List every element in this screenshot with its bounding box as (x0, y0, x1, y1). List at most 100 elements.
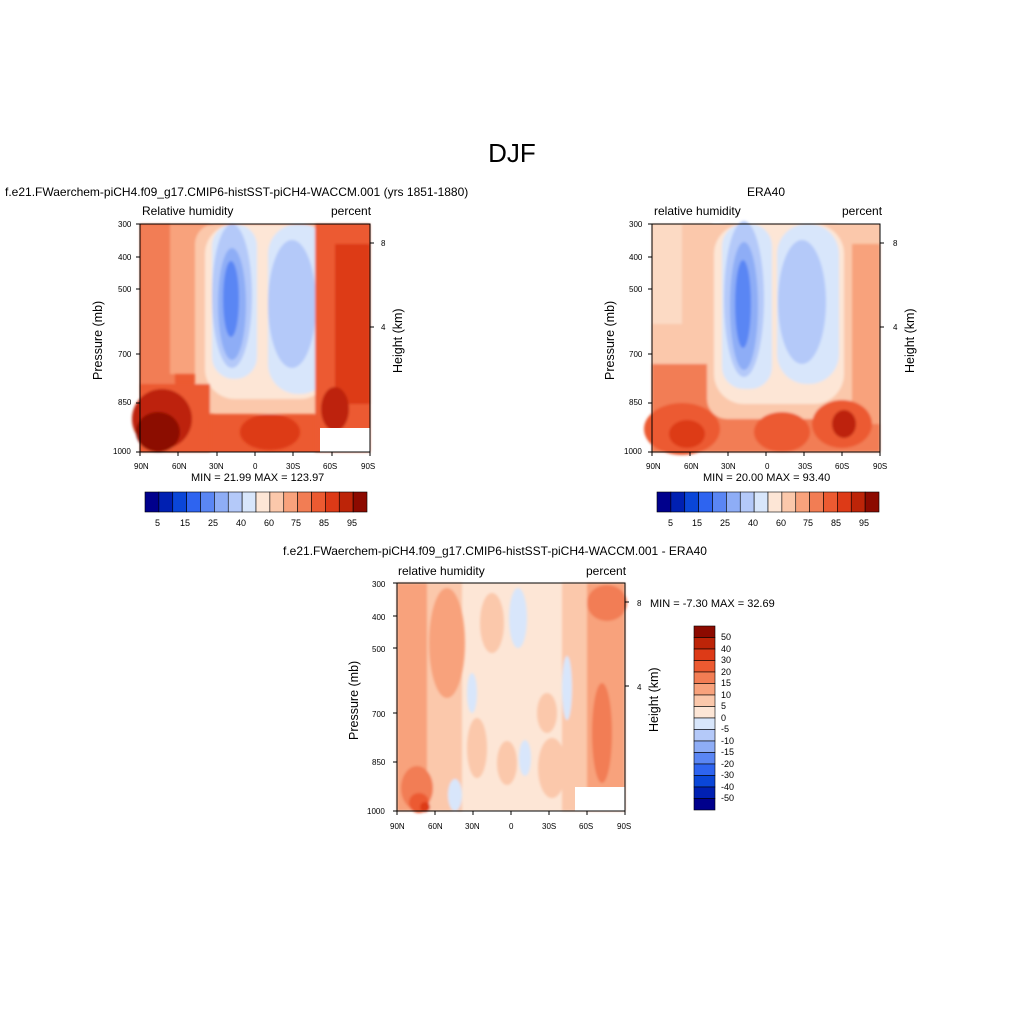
panel2-cb-label: 95 (859, 518, 870, 528)
panel1-contour (223, 261, 239, 337)
panel2-ytick-300: 300 (629, 220, 643, 229)
panel1-colorbar (144, 491, 368, 513)
colorbar-swatch (781, 491, 797, 513)
panel1-xtick-90n: 90N (134, 462, 149, 471)
panel1-xtick-90s: 90S (361, 462, 376, 471)
panel1-contour (335, 244, 370, 404)
panel3-contour (538, 738, 566, 798)
panel1-stats: MIN = 21.99 MAX = 123.97 (191, 472, 325, 484)
colorbar-swatch (311, 491, 326, 513)
panel1-cb-label: 85 (319, 518, 330, 528)
panel1-cb-label: 95 (347, 518, 358, 528)
panel3-cb-label: -20 (721, 759, 735, 769)
colorbar-swatch (255, 491, 271, 513)
panel2-xtick-30s: 30S (798, 462, 813, 471)
panel2-y2tick-4: 4 (893, 323, 898, 332)
colorbar-swatch (693, 660, 716, 673)
colorbar-swatch (670, 491, 686, 513)
panel1-xtick-30s: 30S (286, 462, 301, 471)
panel2-xtick-90s: 90S (873, 462, 888, 471)
colorbar-swatch (809, 491, 824, 513)
colorbar-swatch (767, 491, 783, 513)
colorbar-swatch (684, 491, 699, 513)
panel3-ytick-700: 700 (372, 710, 386, 719)
panel2-ylabel: Pressure (mb) (603, 300, 617, 380)
panel2-ytick-1000: 1000 (624, 447, 642, 456)
colorbar-swatch (698, 491, 713, 513)
panel3-contour (587, 585, 627, 621)
colorbar-swatch (693, 798, 716, 811)
panel3-y2tick-8: 8 (637, 599, 642, 608)
panel3-xtick-60s: 60S (579, 822, 594, 831)
panel3-contour (497, 741, 517, 785)
colorbar-swatch (823, 491, 838, 513)
panel2-plot (644, 221, 884, 456)
colorbar-swatch (693, 683, 716, 696)
colorbar-swatch (338, 491, 354, 513)
colorbar-swatch (693, 786, 716, 799)
panel2-contour (778, 240, 826, 364)
colorbar-swatch (739, 491, 755, 513)
panel1-contour (136, 412, 180, 452)
colorbar-swatch (837, 491, 852, 513)
panel3-cb-label: 40 (721, 644, 732, 654)
panel3-xtick-30s: 30S (542, 822, 557, 831)
panel2-xtick-30n: 30N (721, 462, 736, 471)
panel3-cb-label: -5 (721, 724, 730, 734)
panel3-cb-label: -15 (721, 747, 735, 757)
colorbar-swatch (656, 491, 672, 513)
panel2-contour (852, 244, 880, 424)
panel2-ytick-700: 700 (629, 350, 643, 359)
colorbar-swatch (325, 491, 340, 513)
colorbar-swatch (172, 491, 187, 513)
panel3-left-label: relative humidity (398, 564, 485, 578)
colorbar-swatch (693, 729, 716, 742)
colorbar-swatch (269, 491, 285, 513)
panel1-contour (321, 387, 349, 431)
panel1-contour (268, 240, 316, 368)
panel1-ytick-400: 400 (118, 253, 132, 262)
page-title: DJF (488, 138, 536, 168)
panel1-plot (132, 223, 374, 456)
panel3-contour (562, 656, 572, 720)
panel1-xtick-0: 0 (253, 462, 258, 471)
panel3-title: f.e21.FWaerchem-piCH4.f09_g17.CMIP6-hist… (283, 544, 707, 558)
colorbar-swatch (693, 717, 716, 730)
panel2-contour (735, 260, 751, 348)
colorbar-swatch (850, 491, 866, 513)
panel1-ytick-850: 850 (118, 398, 132, 407)
colorbar-swatch (693, 648, 716, 661)
panel2-cb-label: 60 (776, 518, 787, 528)
panel3-xtick-60n: 60N (428, 822, 443, 831)
panel2-contour (754, 412, 810, 452)
panel1-ytick-500: 500 (118, 285, 132, 294)
panel3-plot (393, 582, 629, 815)
panel2-left-label: relative humidity (654, 204, 741, 218)
colorbar-swatch (795, 491, 810, 513)
panel2-contour (652, 224, 682, 324)
panel3-contour (420, 802, 430, 812)
panel1-cb-label: 60 (264, 518, 275, 528)
panel3-contour (537, 693, 557, 733)
panel1-y2label: Height (km) (391, 308, 405, 373)
colorbar-swatch (158, 491, 174, 513)
panel3-xtick-90n: 90N (390, 822, 405, 831)
panel3-cb-label: -50 (721, 793, 735, 803)
colorbar-swatch (693, 671, 716, 684)
panel2-xtick-60s: 60S (835, 462, 850, 471)
panel2-ytick-500: 500 (629, 285, 643, 294)
colorbar-swatch (693, 775, 716, 788)
panel1-cb-label: 25 (208, 518, 219, 528)
panel3-contour (509, 588, 527, 648)
colorbar-swatch (200, 491, 215, 513)
panel3-cb-label: 15 (721, 678, 732, 688)
panel3-ylabel: Pressure (mb) (347, 660, 361, 740)
panel3-cb-label: 5 (721, 701, 727, 711)
panel2-y2tick-8: 8 (893, 239, 898, 248)
panel3-cb-label: -40 (721, 782, 735, 792)
panel3-contour (467, 718, 487, 778)
panel3-contour (448, 779, 462, 811)
panel1-cb-label: 75 (291, 518, 302, 528)
colorbar-swatch (693, 706, 716, 719)
panel3-ytick-1000: 1000 (367, 807, 385, 816)
